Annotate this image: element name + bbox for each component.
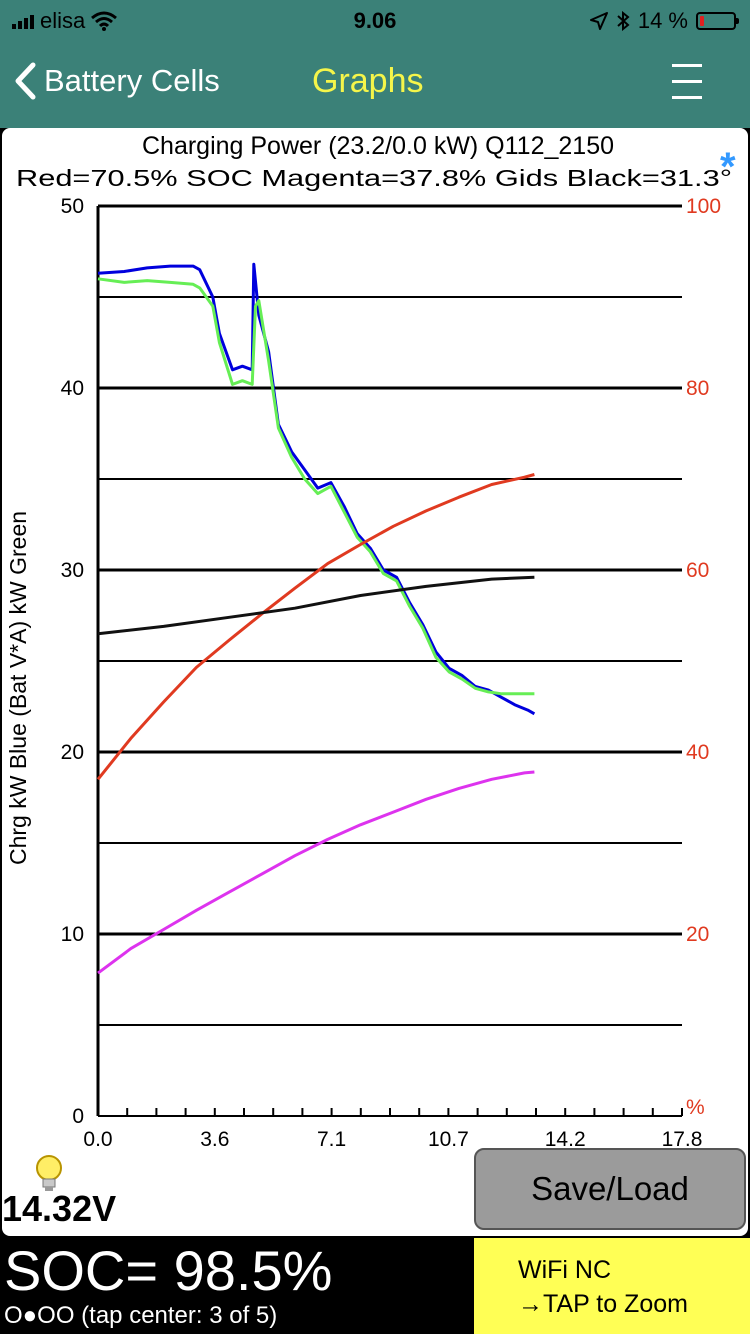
- y-tick-label: 10: [61, 923, 84, 946]
- status-time: 9.06: [353, 8, 397, 33]
- battery-icon: [696, 12, 739, 30]
- charging-power-chart[interactable]: 0 10 20 30 40 50% 20 40 60 80 100 0.0 3.6 7.1 10.7 14.2…: [2, 128, 748, 1158]
- series-line-blue: [97, 262, 536, 716]
- x-tick-label: 17.8: [662, 1128, 703, 1151]
- y2-tick-label: 20: [686, 923, 709, 946]
- status-right: 14 %: [589, 8, 739, 34]
- lightbulb-icon: [36, 1155, 62, 1191]
- wifi-zoom-button[interactable]: WiFi NC →TAP to Zoom: [474, 1238, 750, 1334]
- y2-tick-label: 100: [686, 195, 721, 218]
- y-tick-label: 0: [72, 1105, 84, 1128]
- y-tick-label: 50: [61, 195, 84, 218]
- x-tick-label: 10.7: [428, 1128, 469, 1151]
- soc-readout: SOC= 98.5%: [4, 1239, 333, 1302]
- soc-panel[interactable]: SOC= 98.5% O●OO (tap center: 3 of 5): [0, 1236, 472, 1334]
- back-button[interactable]: Battery Cells: [14, 62, 220, 100]
- x-tick-label: 0.0: [83, 1128, 112, 1151]
- y-axis-label: Chrg kW Blue (Bat V*A) kW Green: [5, 511, 31, 865]
- graph-panel: 0 10 20 30 40 50% 20 40 60 80 100 0.0 3.6 7.1 10.7 14.2…: [2, 128, 748, 1236]
- wifi-status: WiFi NC: [518, 1256, 612, 1284]
- series-line-black: [97, 575, 535, 636]
- y2-tick-label: 40: [686, 741, 709, 764]
- wifi-icon: [91, 11, 118, 31]
- series-line-red: [96, 473, 535, 781]
- y2-tick-label: 80: [686, 377, 709, 400]
- nav-bar: Battery Cells Graphs: [0, 42, 750, 128]
- y2-tick-label: %: [686, 1096, 705, 1119]
- series-line-green: [97, 277, 535, 696]
- nav-title: Graphs: [312, 62, 424, 100]
- y-tick-label: 30: [61, 559, 84, 582]
- x-tick-label: 14.2: [545, 1128, 586, 1151]
- status-bar: elisa 9.06 14 %: [0, 0, 750, 42]
- chart-title: Charging Power (23.2/0.0 kW) Q112_2150: [142, 132, 614, 160]
- carrier-name: elisa: [40, 8, 86, 33]
- zoom-hint: →TAP to Zoom: [518, 1290, 688, 1318]
- hamburger-menu-icon[interactable]: [672, 60, 702, 104]
- y2-tick-label: 60: [686, 559, 709, 582]
- page-indicator: O●OO (tap center: 3 of 5): [4, 1302, 278, 1329]
- status-left: elisa: [12, 8, 118, 34]
- location-arrow-icon: [589, 12, 608, 30]
- back-label: Battery Cells: [44, 63, 220, 98]
- chart-subtitle: Red=70.5% SOC Magenta=37.8% Gids Black=3…: [16, 165, 732, 191]
- x-tick-label: 3.6: [200, 1128, 229, 1151]
- y-tick-label: 40: [61, 377, 84, 400]
- x-tick-label: 7.1: [317, 1128, 346, 1151]
- battery-percent: 14 %: [637, 8, 688, 33]
- signal-icon: [12, 13, 34, 29]
- save-load-button[interactable]: Save/Load: [474, 1148, 746, 1230]
- series-line-magenta: [97, 770, 535, 975]
- asterisk-icon: *: [720, 145, 736, 189]
- bluetooth-icon: [617, 11, 630, 31]
- chevron-left-icon: [15, 62, 36, 100]
- voltage-readout: 14.32V: [2, 1188, 117, 1229]
- y-tick-label: 20: [61, 741, 84, 764]
